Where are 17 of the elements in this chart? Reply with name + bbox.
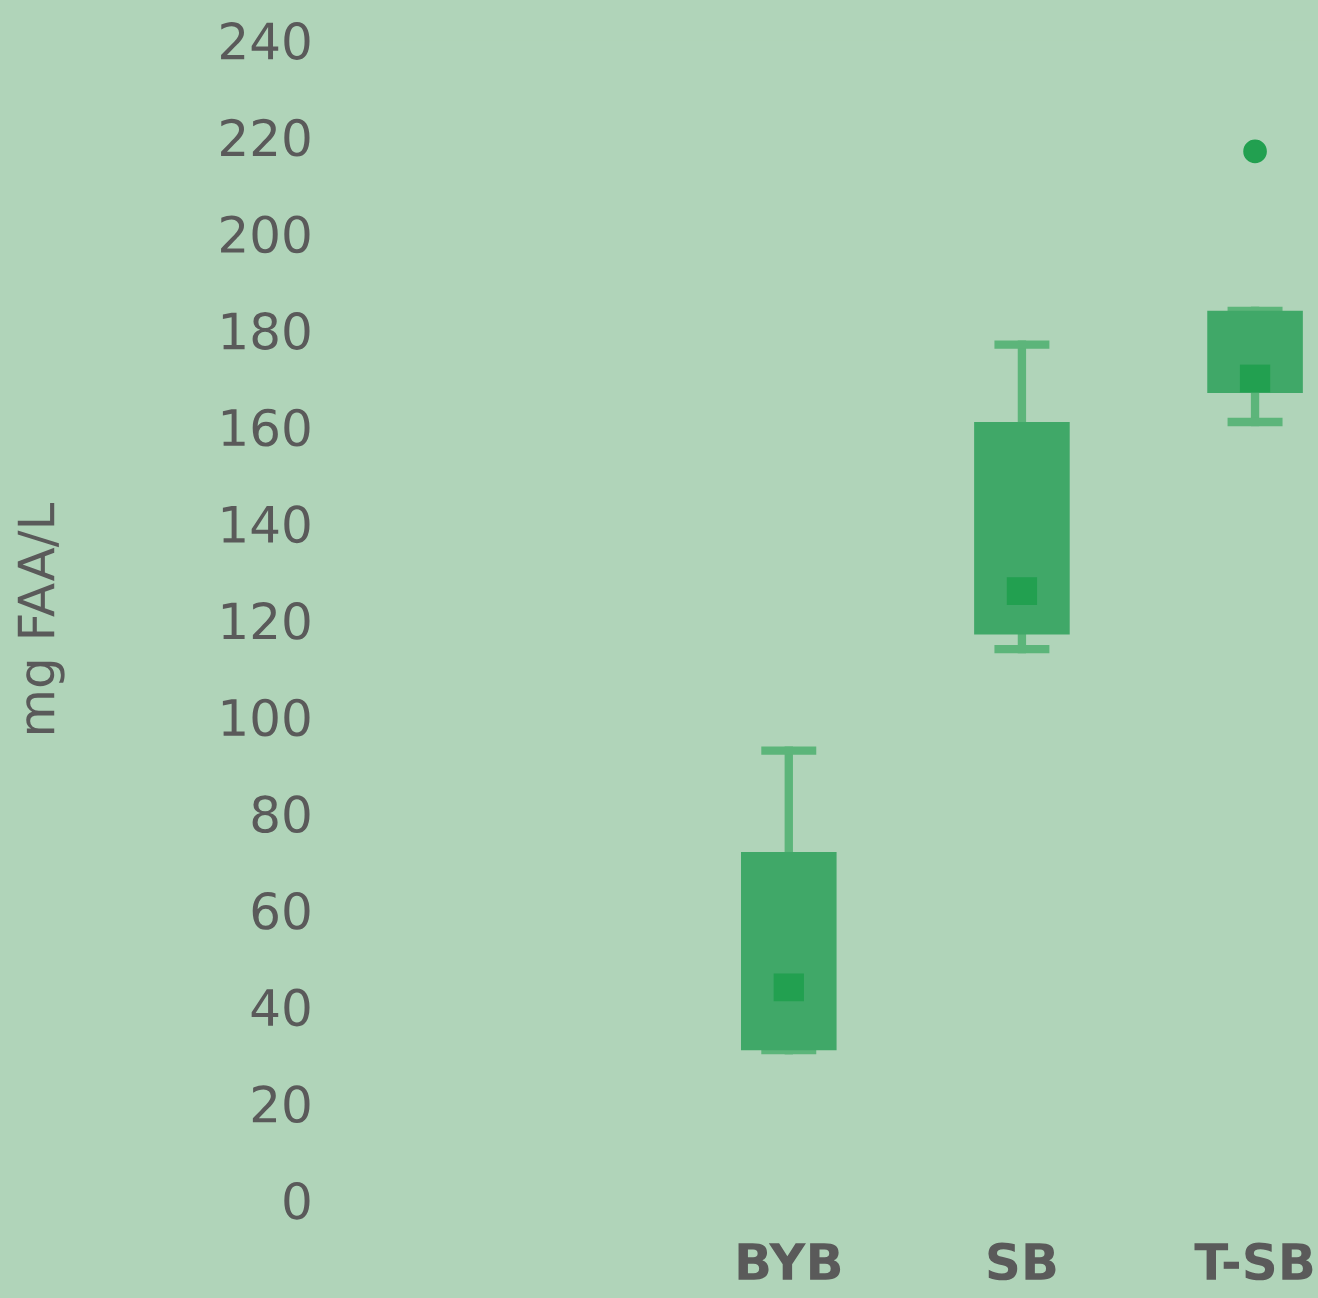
- y-tick-label: 200: [221, 215, 310, 254]
- y-tick-label: 240: [221, 22, 310, 60]
- y-tick-label: 160: [222, 408, 310, 447]
- y-tick-label: 80: [252, 795, 310, 834]
- y-tick-label: 40: [251, 988, 310, 1027]
- y-tick-label: 20: [252, 1085, 310, 1124]
- y-axis-title: mg FAA/L: [17, 502, 65, 734]
- y-tick-label: 180: [222, 312, 310, 350]
- y-tick-label: 140: [222, 505, 310, 544]
- y-tick-label: 220: [221, 118, 310, 157]
- y-tick-label: 60: [252, 891, 310, 930]
- y-tick-label: 100: [222, 698, 310, 737]
- y-tick-label: 0: [284, 1181, 310, 1220]
- x-tick-label: SB: [988, 1242, 1056, 1281]
- x-tick-label: BYB: [738, 1243, 841, 1280]
- y-tick-label: 120: [222, 602, 310, 640]
- x-tick-label: T-SB: [1194, 1242, 1313, 1281]
